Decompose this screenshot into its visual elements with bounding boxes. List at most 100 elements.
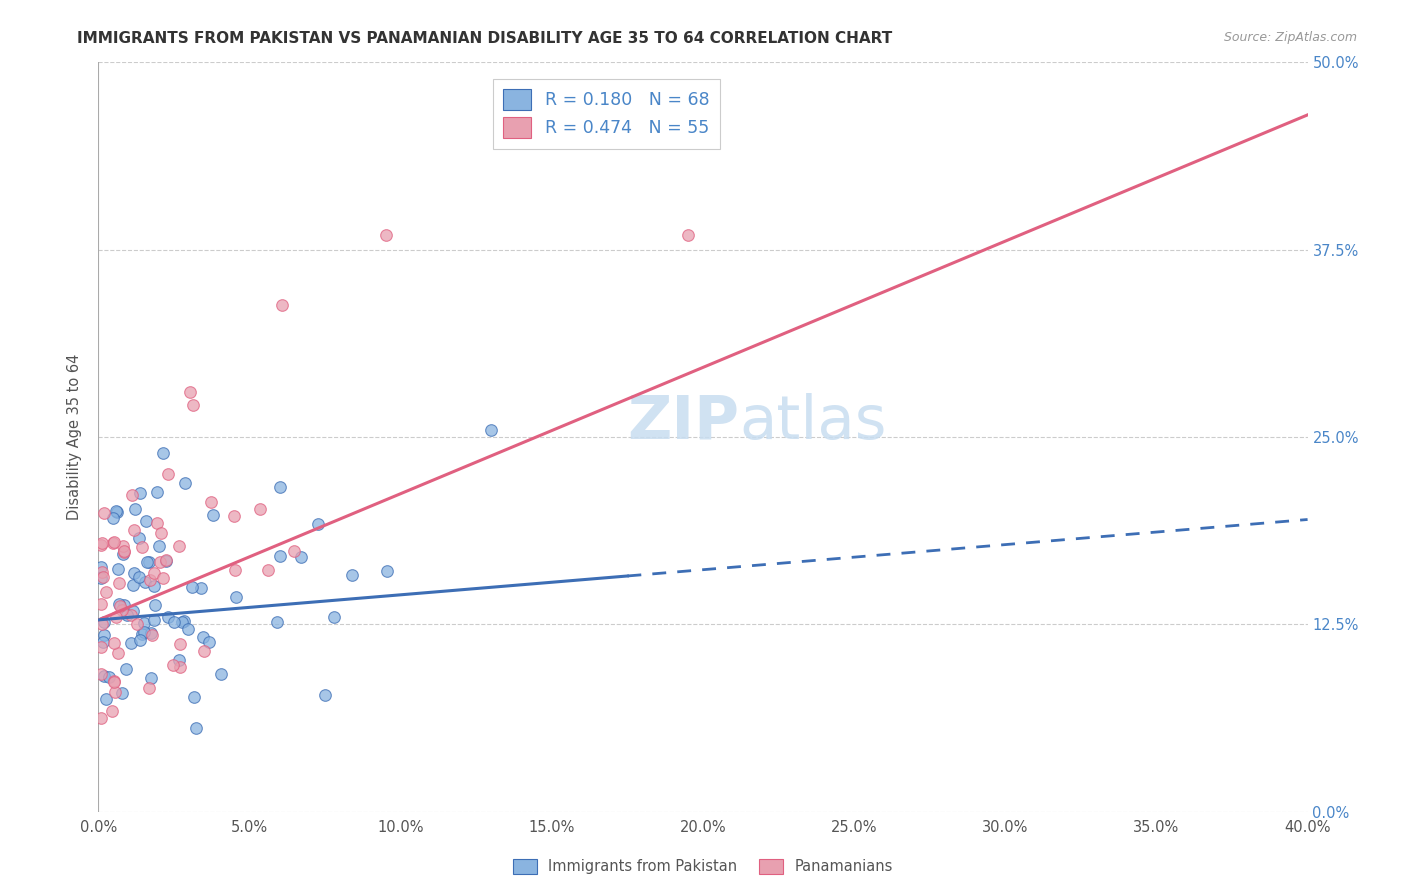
Point (167, 539, 190, 553)
Point (169, 660, 191, 674)
Point (155, 554, 177, 568)
Point (174, 476, 197, 491)
Point (108, 576, 131, 591)
Point (108, 599, 131, 613)
Text: atlas: atlas (740, 392, 887, 451)
Point (105, 505, 128, 519)
Point (143, 566, 166, 581)
Point (111, 539, 134, 553)
Point (139, 671, 162, 685)
Point (314, 688, 336, 702)
Point (183, 690, 205, 704)
Point (271, 298, 294, 312)
Point (157, 467, 180, 481)
Point (101, 535, 124, 549)
Point (131, 626, 153, 640)
Point (128, 486, 150, 500)
Point (266, 615, 288, 630)
Point (201, 508, 224, 523)
Point (122, 523, 145, 537)
Point (269, 479, 291, 493)
Point (129, 633, 152, 648)
Point (96, 584, 118, 599)
Point (93, 615, 115, 630)
Point (173, 615, 195, 629)
Point (132, 615, 155, 630)
Point (111, 603, 134, 617)
Y-axis label: Disability Age 35 to 64: Disability Age 35 to 64 (67, 354, 83, 520)
Point (107, 598, 129, 612)
Point (322, 610, 344, 624)
Point (177, 622, 200, 636)
Point (91, 617, 114, 632)
Text: Source: ZipAtlas.com: Source: ZipAtlas.com (1223, 31, 1357, 45)
Point (131, 540, 153, 554)
Point (193, 631, 215, 645)
Point (139, 626, 162, 640)
Legend: Immigrants from Pakistan, Panamanians: Immigrants from Pakistan, Panamanians (508, 853, 898, 880)
Point (90, 640, 112, 654)
Point (101, 704, 124, 718)
Point (156, 610, 179, 624)
Point (198, 635, 221, 649)
Point (115, 608, 138, 623)
Point (93, 507, 115, 521)
Point (135, 514, 157, 528)
Point (103, 535, 125, 549)
Point (676, 227, 699, 242)
Point (190, 581, 212, 595)
Point (128, 570, 150, 584)
Point (163, 615, 186, 630)
Point (340, 568, 363, 582)
Point (103, 673, 125, 688)
Point (170, 615, 193, 629)
Point (249, 502, 271, 516)
Point (112, 544, 135, 558)
Point (107, 646, 129, 660)
Point (184, 721, 207, 735)
Point (143, 598, 166, 612)
Text: ZIP: ZIP (627, 392, 740, 451)
Point (152, 446, 174, 460)
Point (121, 488, 143, 502)
Point (224, 563, 246, 577)
Point (143, 579, 166, 593)
Point (374, 227, 396, 242)
Point (93, 628, 115, 642)
Point (128, 531, 150, 545)
Point (307, 516, 329, 531)
Point (136, 555, 159, 569)
Point (149, 555, 172, 569)
Point (132, 624, 155, 639)
Point (481, 423, 503, 437)
Point (138, 555, 160, 569)
Point (90, 565, 112, 579)
Point (141, 628, 163, 642)
Point (122, 566, 145, 581)
Point (107, 562, 129, 576)
Point (120, 607, 142, 622)
Point (148, 539, 170, 553)
Point (90, 711, 112, 725)
Point (120, 635, 142, 649)
Point (90, 559, 112, 574)
Legend: R = 0.180   N = 68, R = 0.474   N = 55: R = 0.180 N = 68, R = 0.474 N = 55 (492, 78, 720, 149)
Point (200, 495, 222, 509)
Point (134, 574, 156, 589)
Point (169, 653, 191, 667)
Point (181, 398, 204, 412)
Point (112, 598, 135, 612)
Point (103, 636, 125, 650)
Point (193, 644, 215, 658)
Point (104, 503, 127, 517)
Point (121, 604, 143, 618)
Point (150, 525, 173, 540)
Point (225, 590, 247, 604)
Point (112, 545, 135, 559)
Point (283, 544, 305, 558)
Point (146, 484, 169, 499)
Point (90, 598, 112, 612)
Point (90, 538, 112, 552)
Point (111, 547, 134, 561)
Point (290, 550, 312, 565)
